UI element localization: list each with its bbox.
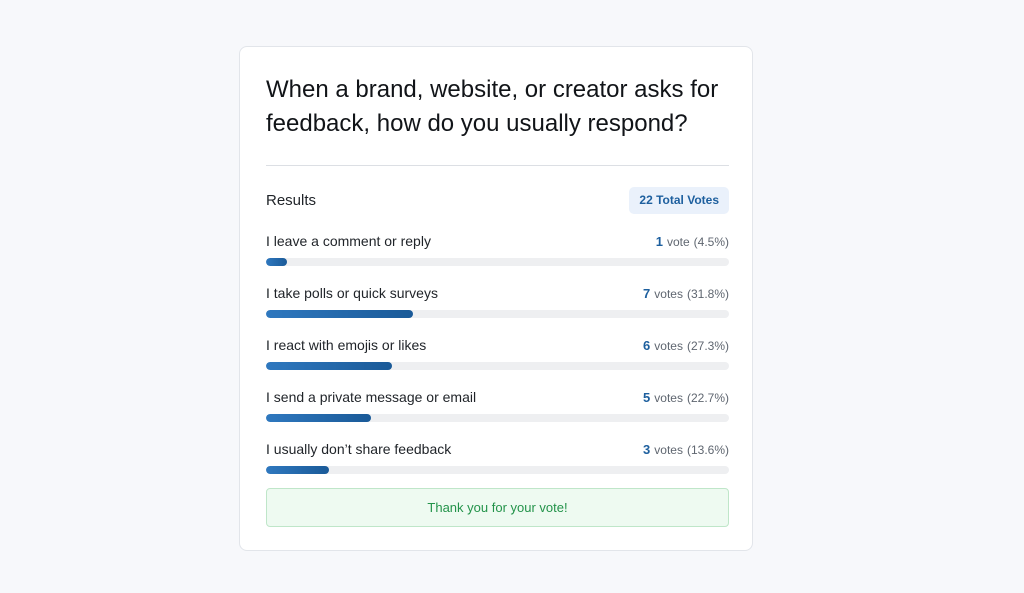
option-label: I send a private message or email [266,389,477,405]
thank-you-message: Thank you for your vote! [266,488,729,527]
vote-percentage: (31.8%) [686,286,729,301]
results-title: Results [266,192,317,209]
vote-percentage: (22.7%) [686,390,729,405]
vote-percentage: (4.5%) [693,234,729,249]
vote-count: 7 [643,285,651,301]
result-bar-track [266,310,729,318]
option-stats: 1 vote (4.5%) [656,234,729,249]
option-label: I take polls or quick surveys [266,285,438,301]
vote-percentage: (27.3%) [686,338,729,353]
poll-card: When a brand, website, or creator asks f… [239,46,753,551]
result-bar-track [266,362,729,370]
poll-option: I react with emojis or likes 6 votes (27.3… [266,335,729,387]
vote-percentage: (13.6%) [686,442,729,457]
vote-count: 6 [643,337,651,353]
option-stats: 3 votes (13.6%) [643,442,729,457]
option-label: I react with emojis or likes [266,337,427,353]
poll-option: I take polls or quick surveys 7 votes (31.… [266,283,729,335]
vote-unit: vote [666,234,690,249]
option-label: I leave a comment or reply [266,233,431,249]
divider [266,165,729,166]
result-bar-fill [266,362,393,370]
poll-options: I leave a comment or reply 1 vote (4.5%) I… [266,231,729,491]
vote-count: 5 [643,389,651,405]
vote-count: 1 [655,233,663,249]
vote-unit: votes [654,390,683,405]
vote-unit: votes [654,338,683,353]
vote-unit: votes [654,442,683,457]
result-bar-fill [266,414,372,422]
result-bar-track [266,466,729,474]
result-bar-fill [266,258,287,266]
result-bar-track [266,414,729,422]
option-stats: 6 votes (27.3%) [643,338,729,353]
result-bar-track [266,258,729,266]
option-label: I usually don’t share feedback [266,441,452,457]
result-bar-fill [266,466,329,474]
poll-option: I usually don’t share feedback 3 votes (13… [266,439,729,491]
results-header: Results 22 Total Votes [266,187,729,214]
poll-option: I leave a comment or reply 1 vote (4.5%) [266,231,729,283]
poll-question: When a brand, website, or creator asks f… [266,76,719,137]
vote-count: 3 [643,441,651,457]
total-votes-badge: 22 Total Votes [629,187,729,214]
result-bar-fill [266,310,414,318]
option-stats: 7 votes (31.8%) [643,286,729,301]
poll-option: I send a private message or email 5 votes… [266,387,729,439]
vote-unit: votes [654,286,683,301]
option-stats: 5 votes (22.7%) [643,390,729,405]
